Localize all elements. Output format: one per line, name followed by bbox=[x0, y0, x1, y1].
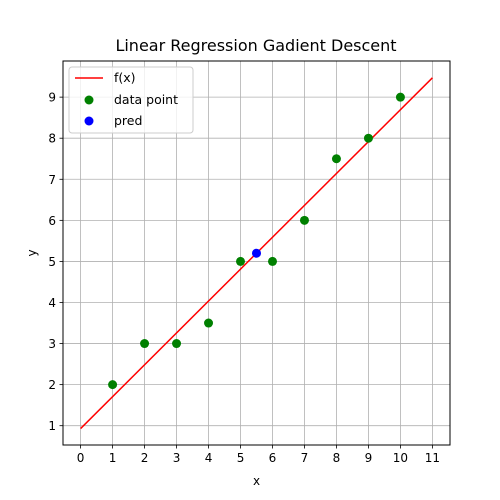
data-point-marker bbox=[363, 133, 373, 143]
x-tick-label: 3 bbox=[173, 451, 181, 465]
x-tick-label: 5 bbox=[237, 451, 245, 465]
data-point-marker bbox=[172, 339, 182, 349]
x-tick-label: 6 bbox=[269, 451, 277, 465]
data-point-marker bbox=[204, 318, 214, 328]
grid bbox=[63, 61, 450, 445]
y-tick-label: 8 bbox=[48, 132, 56, 146]
x-tick-label: 11 bbox=[425, 451, 440, 465]
pred-marker bbox=[252, 248, 261, 258]
x-axis-label: x bbox=[253, 474, 260, 488]
legend-label-pred: pred bbox=[114, 113, 142, 128]
data-point-marker bbox=[395, 92, 405, 102]
plot-frame bbox=[62, 60, 451, 446]
plot-series bbox=[80, 77, 433, 430]
x-tick-label: 0 bbox=[77, 451, 85, 465]
x-tick-label: 9 bbox=[365, 451, 373, 465]
data-point-marker bbox=[299, 215, 309, 225]
legend-label-data-point: data point bbox=[114, 92, 178, 107]
data-point-marker bbox=[331, 154, 341, 164]
y-tick-label: 1 bbox=[48, 419, 56, 433]
data-point-marker bbox=[236, 256, 246, 266]
data-point-marker bbox=[108, 380, 118, 390]
x-tick-label: 10 bbox=[393, 451, 408, 465]
x-tick-label: 1 bbox=[109, 451, 117, 465]
legend-swatch-data-point bbox=[84, 95, 94, 105]
chart-title: Linear Regression Gadient Descent bbox=[115, 36, 396, 55]
y-tick-label: 9 bbox=[48, 91, 56, 105]
legend: f(x) data point pred bbox=[68, 66, 194, 134]
x-tick-label: 2 bbox=[141, 451, 149, 465]
data-point-marker bbox=[267, 256, 277, 266]
y-tick-label: 4 bbox=[48, 296, 56, 310]
legend-box bbox=[68, 66, 194, 134]
legend-swatch-pred bbox=[84, 116, 94, 126]
y-tick-label: 6 bbox=[48, 214, 56, 228]
x-tick-label: 7 bbox=[301, 451, 309, 465]
legend-label-fx: f(x) bbox=[114, 70, 136, 85]
x-tick-label: 4 bbox=[205, 451, 213, 465]
y-tick-label: 7 bbox=[48, 173, 56, 187]
y-tick-label: 3 bbox=[48, 337, 56, 351]
y-tick-label: 5 bbox=[48, 255, 56, 269]
x-tick-label: 8 bbox=[333, 451, 341, 465]
y-axis-label: y bbox=[25, 249, 39, 256]
y-tick-label: 2 bbox=[48, 378, 56, 392]
data-point-marker bbox=[140, 339, 150, 349]
